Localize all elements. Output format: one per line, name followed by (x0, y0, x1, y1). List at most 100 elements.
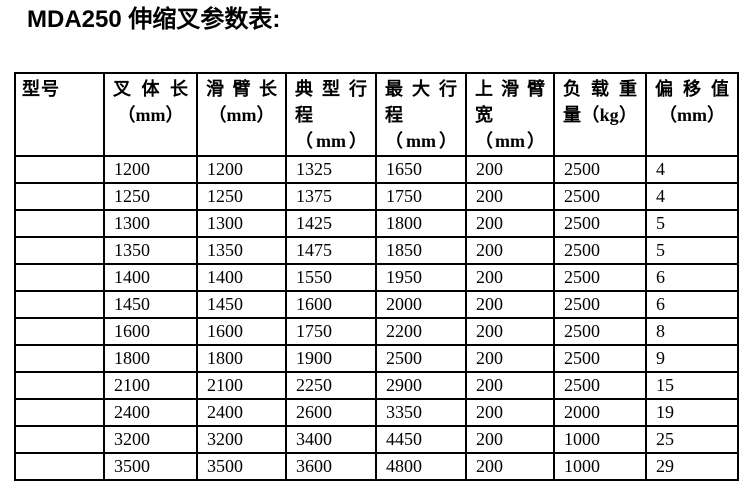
table-cell: 4800 (375, 452, 467, 481)
header-upper-arm-width: 上滑臂 宽（mm） (465, 72, 555, 157)
header-fork-body-length-line2: （mm） (117, 105, 184, 125)
header-max-stroke-line1: 最大行 (385, 79, 457, 99)
table-cell: 25 (645, 425, 739, 454)
header-model-label: 型号 (22, 79, 60, 99)
header-fork-body-length: 叉体长 （mm） (103, 72, 198, 157)
table-row: 1200 1200 1325 1650 200 2500 4 (14, 155, 739, 184)
table-cell: 2500 (553, 371, 647, 400)
table-cell (14, 182, 105, 211)
header-fork-body-length-line1: 叉体长 (113, 79, 188, 99)
table-cell: 4 (645, 182, 739, 211)
table-cell: 3500 (196, 452, 287, 481)
table-cell: 1800 (103, 344, 198, 373)
table-cell: 8 (645, 317, 739, 346)
table-cell: 1950 (375, 263, 467, 292)
table-cell: 1325 (285, 155, 377, 184)
table-cell: 1650 (375, 155, 467, 184)
table-row: 2400 2400 2600 3350 200 2000 19 (14, 398, 739, 427)
table-cell: 200 (465, 425, 555, 454)
table-row: 1300 1300 1425 1800 200 2500 5 (14, 209, 739, 238)
table-cell: 1350 (103, 236, 198, 265)
table-cell: 1450 (103, 290, 198, 319)
table-cell (14, 290, 105, 319)
table-cell: 200 (465, 344, 555, 373)
table-cell (14, 236, 105, 265)
table-row: 1600 1600 1750 2200 200 2500 8 (14, 317, 739, 346)
table-cell: 2500 (553, 317, 647, 346)
table-cell: 1550 (285, 263, 377, 292)
parameters-table: 型号 叉体长 （mm） 滑臂长 （mm） 典型行 程（mm） 最大行 程（mm）… (14, 72, 739, 481)
table-cell: 1350 (196, 236, 287, 265)
table-cell: 1300 (196, 209, 287, 238)
table-cell: 2500 (553, 236, 647, 265)
table-cell: 1850 (375, 236, 467, 265)
table-cell: 200 (465, 263, 555, 292)
table-cell: 2250 (285, 371, 377, 400)
table-cell: 3200 (103, 425, 198, 454)
table-cell (14, 263, 105, 292)
table-cell: 1750 (375, 182, 467, 211)
table-cell (14, 398, 105, 427)
table-cell: 1800 (196, 344, 287, 373)
table-cell (14, 371, 105, 400)
table-cell: 2600 (285, 398, 377, 427)
table-cell: 200 (465, 182, 555, 211)
header-upper-arm-width-line1: 上滑臂 (475, 79, 545, 99)
table-row: 3500 3500 3600 4800 200 1000 29 (14, 452, 739, 481)
table-cell: 4 (645, 155, 739, 184)
table-cell: 200 (465, 155, 555, 184)
table-cell: 6 (645, 290, 739, 319)
table-cell: 15 (645, 371, 739, 400)
table-row: 1350 1350 1475 1850 200 2500 5 (14, 236, 739, 265)
table-cell: 9 (645, 344, 739, 373)
table-cell: 6 (645, 263, 739, 292)
table-row: 1450 1450 1600 2000 200 2500 6 (14, 290, 739, 319)
header-upper-arm-width-line2: 宽（mm） (475, 105, 545, 151)
header-typical-stroke: 典型行 程（mm） (285, 72, 377, 157)
header-load-weight: 负载重 量（kg） (553, 72, 647, 157)
table-cell: 1300 (103, 209, 198, 238)
table-cell: 2200 (375, 317, 467, 346)
table-cell: 1600 (285, 290, 377, 319)
table-row: 3200 3200 3400 4450 200 1000 25 (14, 425, 739, 454)
table-body: 1200 1200 1325 1650 200 2500 4 1250 1250 1375 1750… (14, 155, 739, 481)
header-typical-stroke-line1: 典型行 (295, 79, 367, 99)
table-cell: 1800 (375, 209, 467, 238)
table-cell: 2500 (553, 155, 647, 184)
table-row: 1800 1800 1900 2500 200 2500 9 (14, 344, 739, 373)
header-slide-arm-length-line1: 滑臂长 (206, 79, 277, 99)
table-cell: 200 (465, 371, 555, 400)
table-row: 1250 1250 1375 1750 200 2500 4 (14, 182, 739, 211)
page-title: MDA250 伸缩叉参数表: (27, 6, 281, 33)
table-cell: 1000 (553, 425, 647, 454)
table-cell: 2500 (553, 344, 647, 373)
table-cell (14, 425, 105, 454)
header-slide-arm-length-line2: （mm） (208, 105, 275, 125)
table-cell: 2500 (553, 182, 647, 211)
header-load-weight-line2: 量（kg） (563, 105, 637, 125)
table-cell: 1250 (103, 182, 198, 211)
table-header: 型号 叉体长 （mm） 滑臂长 （mm） 典型行 程（mm） 最大行 程（mm）… (14, 72, 739, 157)
table-cell: 200 (465, 209, 555, 238)
table-cell: 1450 (196, 290, 287, 319)
table-cell: 1600 (103, 317, 198, 346)
table-cell: 1400 (196, 263, 287, 292)
table-cell: 19 (645, 398, 739, 427)
table-cell: 1400 (103, 263, 198, 292)
header-max-stroke: 最大行 程（mm） (375, 72, 467, 157)
table-cell: 2500 (553, 209, 647, 238)
header-row: 型号 叉体长 （mm） 滑臂长 （mm） 典型行 程（mm） 最大行 程（mm）… (14, 72, 739, 157)
header-offset-value-line2: （mm） (659, 105, 725, 125)
table-cell: 3600 (285, 452, 377, 481)
header-typical-stroke-line2: 程（mm） (295, 105, 367, 151)
table-cell: 2500 (375, 344, 467, 373)
header-load-weight-line1: 负载重 (563, 79, 637, 99)
table-cell: 200 (465, 317, 555, 346)
table-cell (14, 344, 105, 373)
table-cell: 1200 (103, 155, 198, 184)
table-row: 1400 1400 1550 1950 200 2500 6 (14, 263, 739, 292)
table-cell: 3200 (196, 425, 287, 454)
table-cell (14, 155, 105, 184)
header-model: 型号 (14, 72, 105, 157)
